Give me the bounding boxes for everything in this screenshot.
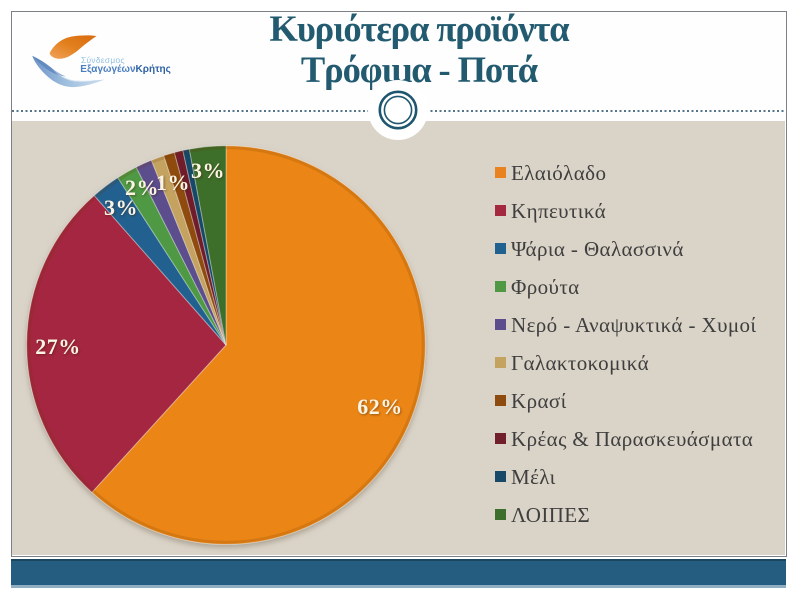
svg-text:ΕξαγωγέωνΚρήτης: ΕξαγωγέωνΚρήτης [80, 64, 171, 75]
svg-text:Σύνδεσμος: Σύνδεσμος [81, 55, 125, 65]
